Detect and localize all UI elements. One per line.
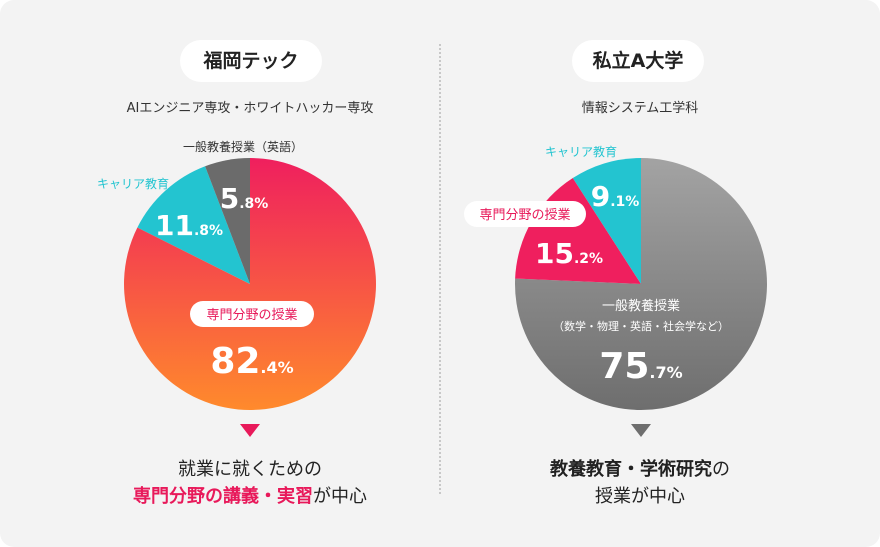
- center-divider: [439, 44, 441, 494]
- right-label-general: 一般教養授業: [602, 298, 680, 314]
- right-caption: 教養教育・学術研究の 授業が中心: [490, 456, 790, 510]
- left-caption-line2: 専門分野の講義・実習が中心: [100, 483, 400, 510]
- left-value-general: 5.8%: [220, 182, 269, 215]
- left-value-specialty: 82.4%: [210, 341, 293, 382]
- right-caption-bold: 教養教育・学術研究: [550, 459, 712, 480]
- left-caption-rest: が中心: [313, 486, 367, 507]
- left-down-arrow-icon: [240, 424, 260, 437]
- left-slice-general: [205, 158, 250, 284]
- right-slice-general: [514, 158, 767, 410]
- left-school-badge: 福岡テック: [180, 40, 322, 82]
- right-caption-line2: 授業が中心: [595, 486, 685, 507]
- right-label-specialty: 専門分野の授業: [479, 207, 570, 223]
- right-department: 情報システム工学科: [581, 101, 699, 116]
- right-sublabel-general: （数学・物理・英語・社会学など）: [553, 319, 729, 333]
- right-caption-rest: の: [712, 459, 730, 480]
- left-slice-specialty: [124, 158, 377, 411]
- right-slice-career: [572, 158, 641, 284]
- right-caption-line1: 教養教育・学術研究の: [490, 456, 790, 483]
- left-department: AIエンジニア専攻・ホワイトハッカー専攻: [126, 101, 374, 116]
- left-label-career: キャリア教育: [97, 176, 169, 191]
- right-school-badge: 私立A大学: [572, 40, 704, 82]
- right-label-career: キャリア教育: [545, 144, 617, 159]
- left-caption: 就業に就くための 専門分野の講義・実習が中心: [100, 456, 400, 510]
- left-specialty-pill: [190, 301, 314, 327]
- left-label-general: 一般教養授業（英語）: [183, 139, 303, 154]
- right-down-arrow-icon: [631, 424, 651, 437]
- left-caption-line1: 就業に就くための: [178, 459, 322, 480]
- left-caption-highlight: 専門分野の講義・実習: [133, 486, 313, 507]
- right-value-general: 75.7%: [599, 346, 682, 387]
- right-specialty-pill: [464, 201, 586, 227]
- left-value-career: 11.8%: [155, 209, 223, 242]
- left-label-specialty: 専門分野の授業: [206, 307, 297, 323]
- right-value-career: 9.1%: [591, 180, 640, 213]
- right-value-specialty: 15.2%: [535, 237, 603, 270]
- left-slice-career: [137, 166, 250, 284]
